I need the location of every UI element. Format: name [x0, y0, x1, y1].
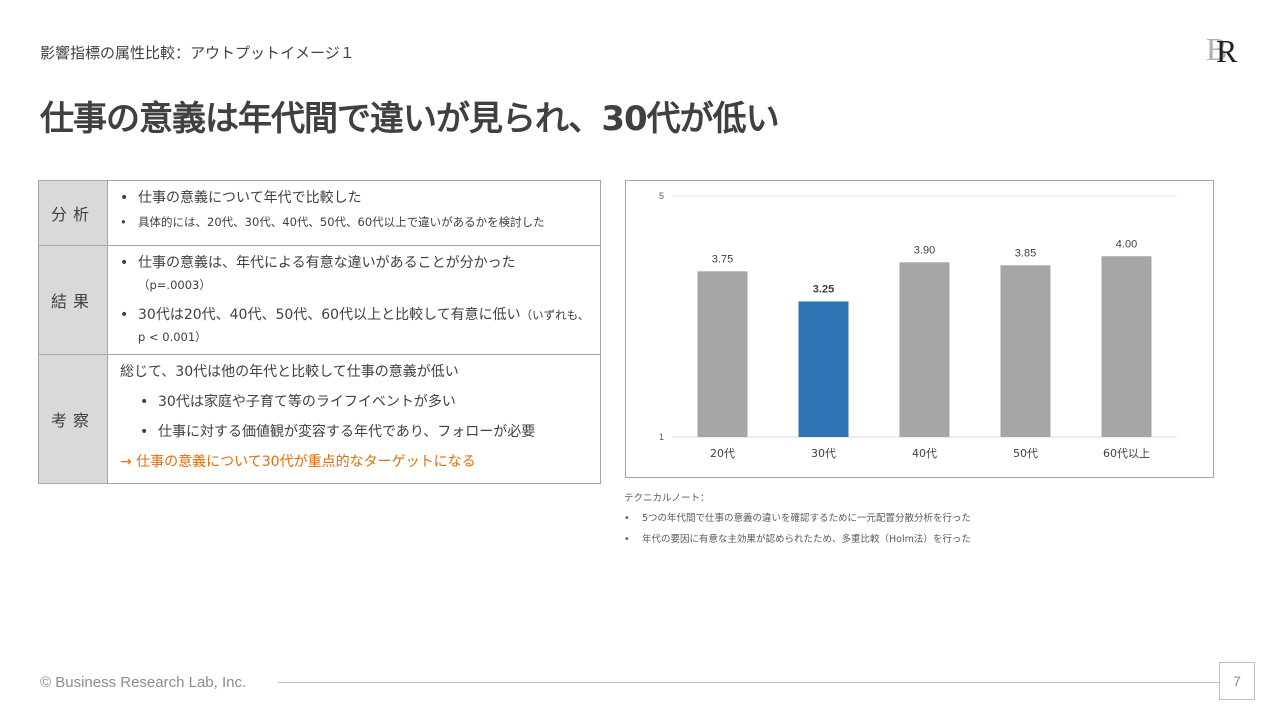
analysis-bullet: 具体的には、20代、30代、40代、50代、60代以上で違いがあるかを検討した — [120, 211, 590, 233]
slide-subtitle: 影響指標の属性比較：アウトプットイメージ１ — [40, 44, 355, 62]
y-tick-label: 1 — [659, 432, 664, 442]
svg-text:R: R — [1216, 33, 1238, 68]
p-value-note-2: （いずれも、p < 0.001） — [138, 308, 590, 344]
bar — [798, 301, 849, 437]
discussion-bullet: 仕事に対する価値観が変容する年代であり、フォローが必要 — [140, 421, 590, 443]
result-bullet: 30代は20代、40代、50代、60代以上と比較して有意に低い（いずれも、p <… — [120, 304, 590, 348]
data-label: 3.25 — [813, 283, 834, 295]
discussion-heading: 考察 — [38, 354, 108, 484]
p-value-note: （p=.0003） — [138, 278, 211, 292]
technical-note-item: 5つの年代間で仕事の意義の違いを確認するために一元配置分散分析を行った — [624, 512, 971, 526]
bar — [899, 262, 950, 437]
result-heading: 結果 — [38, 245, 108, 355]
result-text-2: 30代は20代、40代、50代、60代以上と比較して有意に低い — [138, 307, 521, 323]
analysis-heading: 分析 — [38, 180, 108, 246]
brl-logo: B R — [1206, 31, 1238, 68]
summary-table: 分析 仕事の意義について年代で比較した 具体的には、20代、30代、40代、50… — [38, 180, 601, 484]
x-tick-label: 60代以上 — [1103, 447, 1150, 460]
y-tick-label: 5 — [659, 191, 664, 201]
discussion-bullet: 30代は家庭や子育て等のライフイベントが多い — [140, 391, 590, 413]
discussion-conclusion: → 仕事の意義について30代が重点的なターゲットになる — [120, 454, 476, 470]
x-tick-label: 20代 — [710, 447, 735, 460]
result-bullet: 仕事の意義は、年代による有意な違いがあることが分かった （p=.0003） — [120, 252, 590, 296]
data-label: 4.00 — [1116, 238, 1137, 250]
technical-note-item: 年代の要因に有意な主効果が認められたため、多重比較（Holm法）を行った — [624, 533, 971, 547]
technical-note: テクニカルノート： 5つの年代間で仕事の意義の違いを確認するために一元配置分散分… — [624, 490, 971, 554]
page-number: 7 — [1219, 662, 1255, 700]
page-title: 仕事の意義は年代間で違いが見られ、30代が低い — [40, 99, 780, 139]
bar — [1000, 265, 1051, 437]
analysis-bullet: 仕事の意義について年代で比較した — [120, 187, 590, 209]
x-tick-label: 50代 — [1013, 447, 1038, 460]
discussion-bullets: 30代は家庭や子育て等のライフイベントが多い 仕事に対する価値観が変容する年代で… — [140, 391, 590, 443]
copyright: © Business Research Lab, Inc. — [40, 674, 247, 691]
data-label: 3.85 — [1015, 247, 1036, 259]
x-tick-label: 40代 — [912, 447, 937, 460]
bar-chart-svg: 1 5 3.75 20代 3.25 30代 3.90 40代 3.85 50代 4.00 60代以上 — [659, 191, 1177, 460]
discussion-row: 考察 総じて、30代は他の年代と比較して仕事の意義が低い 30代は家庭や子育て等… — [38, 354, 601, 484]
discussion-lead: 総じて、30代は他の年代と比較して仕事の意義が低い — [120, 364, 459, 380]
footer-divider — [278, 682, 1220, 683]
analysis-bullets: 仕事の意義について年代で比較した 具体的には、20代、30代、40代、50代、6… — [120, 187, 590, 233]
x-tick-label: 30代 — [811, 447, 836, 460]
result-text-1: 仕事の意義は、年代による有意な違いがあることが分かった — [138, 255, 516, 271]
analysis-row: 分析 仕事の意義について年代で比較した 具体的には、20代、30代、40代、50… — [38, 180, 601, 246]
bar — [697, 271, 748, 437]
bar — [1101, 256, 1152, 437]
result-bullets: 仕事の意義は、年代による有意な違いがあることが分かった （p=.0003） 30… — [120, 252, 590, 348]
data-label: 3.90 — [914, 244, 935, 256]
result-row: 結果 仕事の意義は、年代による有意な違いがあることが分かった （p=.0003）… — [38, 245, 601, 355]
technical-note-title: テクニカルノート： — [624, 493, 710, 504]
svg-text:B: B — [1206, 31, 1227, 67]
data-label: 3.75 — [712, 253, 733, 265]
bar-chart: 1 5 3.75 20代 3.25 30代 3.90 40代 3.85 50代 4.00 60代以上 — [625, 180, 1214, 478]
